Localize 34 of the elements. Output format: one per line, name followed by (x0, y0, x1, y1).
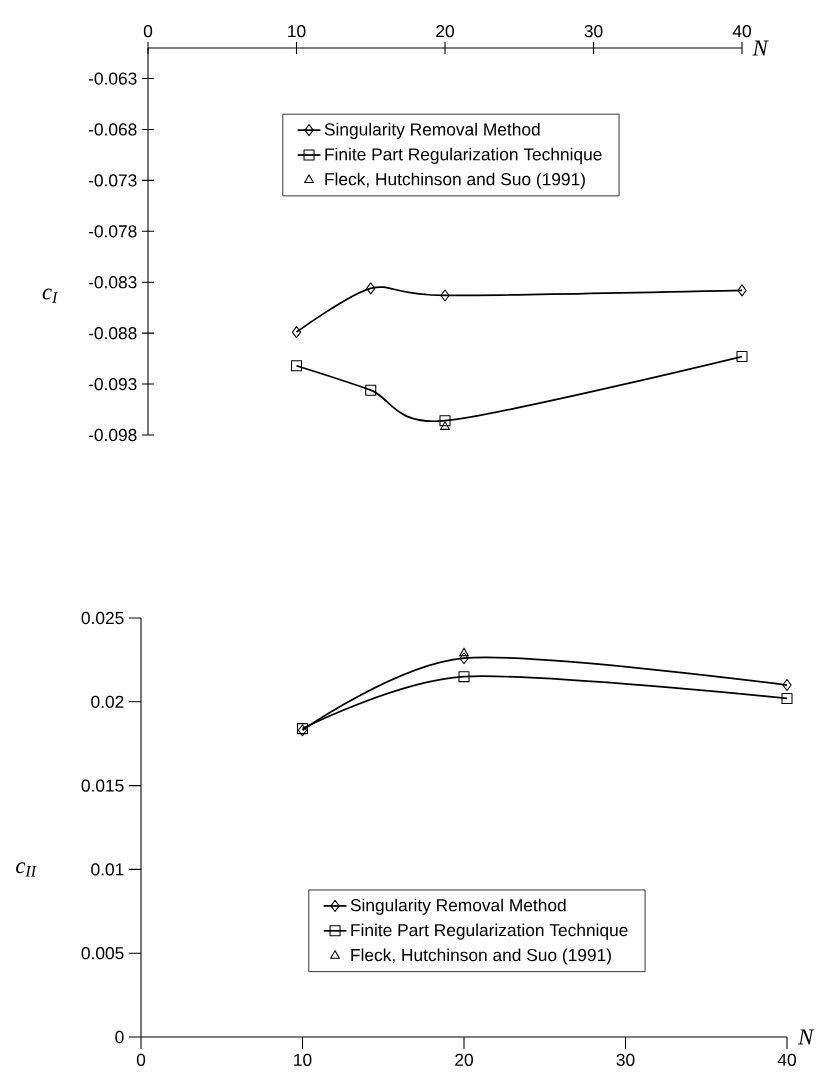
x-tick-label: 40 (777, 1053, 796, 1066)
x-tick-label: 30 (584, 25, 603, 38)
y-tick-label: -0.093 (88, 377, 137, 391)
legend-label: Finite Part Regularization Technique (325, 147, 602, 164)
y-tick-label: 0.005 (81, 947, 124, 960)
legend-label: Finite Part Regularization Technique (351, 923, 628, 940)
x-tick-label: 0 (136, 1053, 146, 1066)
legend-label: Singularity Removal Method (324, 122, 540, 139)
x-tick-label: 10 (294, 1053, 312, 1066)
y-tick-label: 0 (115, 1030, 124, 1044)
y-tick-label: -0.063 (88, 72, 137, 85)
y-tick-label: 0.02 (91, 695, 124, 708)
legend-label: Fleck, Hutchinson and Suo (1991) (325, 172, 585, 189)
x-tick-label: 20 (455, 1053, 473, 1066)
y-tick-label: 0.015 (81, 779, 124, 792)
y-tick-label: 0.025 (81, 611, 124, 625)
x-tick-label: 20 (436, 25, 454, 38)
y-tick-label: -0.098 (88, 428, 137, 442)
y-tick-label: -0.073 (88, 174, 137, 187)
x-tick-label: 30 (616, 1053, 635, 1066)
y-tick-label: 0.01 (91, 863, 124, 876)
y-tick-label: -0.078 (88, 225, 137, 238)
x-axis-title: N (798, 1029, 815, 1045)
y-axis-title: c$_{II}$ (16, 862, 37, 877)
legend-label: Singularity Removal Method (350, 898, 566, 915)
y-tick-label: -0.068 (88, 123, 137, 136)
y-tick-label: -0.088 (88, 327, 137, 340)
y-axis-title: c$_{I}$ (42, 288, 58, 303)
x-tick-label: 40 (732, 25, 751, 38)
legend-label: Fleck, Hutchinson and Suo (1991) (351, 948, 611, 965)
x-axis-title: N (752, 40, 769, 56)
x-tick-label: 0 (143, 25, 153, 38)
x-tick-label: 10 (288, 25, 306, 38)
y-tick-label: -0.083 (88, 276, 137, 289)
